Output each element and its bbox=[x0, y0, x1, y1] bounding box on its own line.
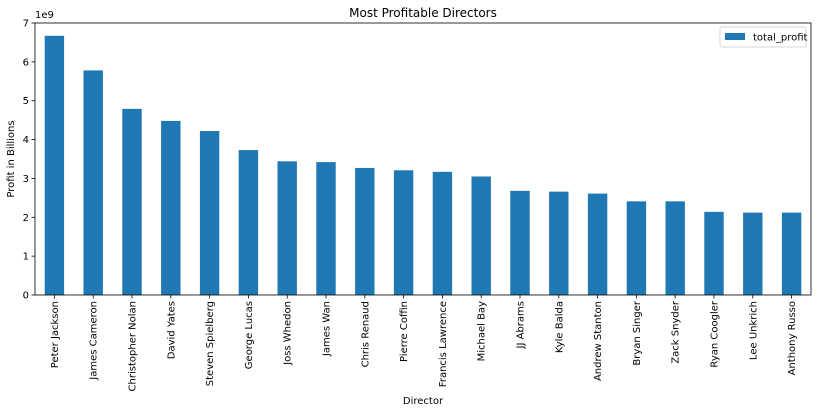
x-tick-label: David Yates bbox=[166, 301, 177, 359]
x-tick-label: Chris Renaud bbox=[360, 301, 371, 367]
x-tick-label: Michael Bay bbox=[477, 301, 488, 361]
x-tick-label: JJ Abrams bbox=[516, 301, 527, 349]
x-tick-label: Ryan Coogler bbox=[710, 300, 721, 367]
y-axis-offset-label: 1e9 bbox=[35, 10, 54, 21]
y-axis-label: Profit in Billions bbox=[6, 120, 17, 197]
x-tick-label: Lee Unkrich bbox=[748, 301, 759, 360]
bar-david-yates bbox=[161, 120, 181, 295]
bar-lee-unkrich bbox=[743, 212, 763, 295]
y-tick-label: 2 bbox=[23, 213, 29, 224]
y-tick-label: 1 bbox=[23, 252, 29, 263]
bar-jj-abrams bbox=[510, 190, 530, 295]
bar-bryan-singer bbox=[626, 201, 647, 295]
y-tick-label: 7 bbox=[23, 19, 29, 30]
legend-swatch bbox=[725, 33, 745, 40]
legend: total_profit bbox=[719, 26, 808, 48]
x-ticks-group: Peter Jackson James Cameron Christopher No… bbox=[50, 295, 798, 391]
bars-group bbox=[44, 35, 802, 296]
bar-james-cameron bbox=[83, 70, 103, 295]
bar-peter-jackson bbox=[44, 35, 65, 296]
y-tick-label: 5 bbox=[23, 96, 29, 107]
bar-pierre-coffin bbox=[393, 170, 414, 295]
bar-francis-lawrence bbox=[432, 171, 453, 295]
bar-michael-bay bbox=[471, 176, 491, 295]
y-tick-label: 6 bbox=[23, 57, 29, 68]
bar-zack-snyder bbox=[665, 201, 685, 295]
bar-chris-renaud bbox=[355, 167, 375, 295]
x-tick-label: James Wan bbox=[322, 301, 333, 357]
x-tick-label: Christopher Nolan bbox=[128, 301, 139, 391]
bar-george-lucas bbox=[238, 150, 259, 295]
x-tick-label: Peter Jackson bbox=[50, 301, 61, 368]
y-tick-label: 0 bbox=[23, 291, 29, 302]
bar-christopher-nolan bbox=[122, 108, 142, 295]
y-tick-label: 4 bbox=[23, 135, 29, 146]
bar-kyle-balda bbox=[549, 191, 569, 295]
bar-ryan-coogler bbox=[704, 211, 724, 295]
x-tick-label: Francis Lawrence bbox=[438, 301, 449, 387]
legend-label: total_profit bbox=[753, 33, 808, 44]
x-axis-label: Director bbox=[403, 396, 444, 407]
x-tick-label: Andrew Stanton bbox=[593, 301, 604, 381]
x-tick-label: Zack Snyder bbox=[671, 300, 682, 364]
x-tick-label: Steven Spielberg bbox=[205, 301, 216, 386]
x-tick-label: James Cameron bbox=[89, 301, 100, 381]
bar-joss-whedon bbox=[277, 161, 297, 295]
bar-anthony-russo bbox=[781, 212, 802, 295]
x-tick-label: Pierre Coffin bbox=[399, 301, 410, 362]
y-ticks-group: 0 1 2 3 4 5 6 7 bbox=[23, 19, 35, 302]
chart-title: Most Profitable Directors bbox=[349, 6, 497, 20]
legend-box bbox=[719, 26, 807, 48]
x-tick-label: Bryan Singer bbox=[632, 300, 643, 365]
x-tick-label: Anthony Russo bbox=[787, 301, 798, 375]
x-tick-label: George Lucas bbox=[244, 301, 255, 369]
bar-andrew-stanton bbox=[587, 193, 608, 295]
y-tick-label: 3 bbox=[23, 174, 29, 185]
bar-steven-spielberg bbox=[199, 131, 220, 295]
plot-frame bbox=[34, 22, 812, 296]
x-tick-label: Kyle Balda bbox=[554, 301, 565, 353]
bar-james-wan bbox=[316, 162, 336, 295]
x-tick-label: Joss Whedon bbox=[283, 301, 294, 366]
